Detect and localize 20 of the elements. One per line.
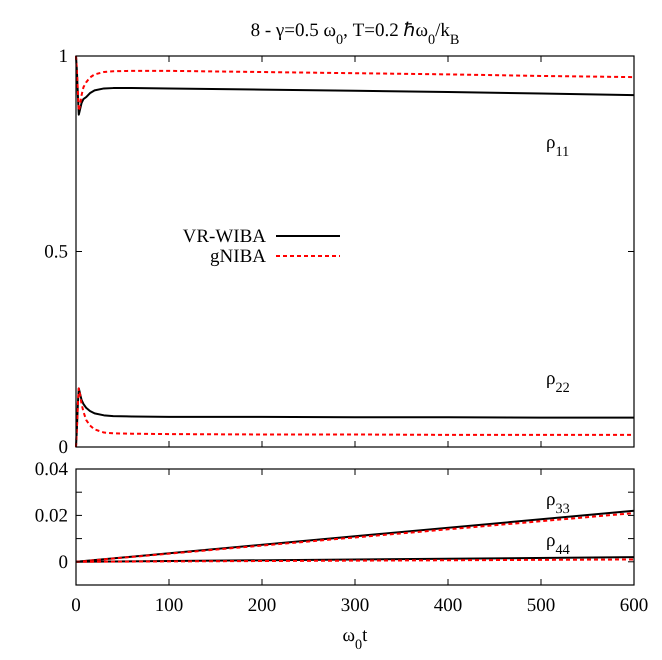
x-tick-label: 300: [340, 595, 370, 616]
y-tick-label: 0.02: [34, 505, 68, 526]
annotation: ρ$_{22}$: [546, 368, 570, 396]
annotation: ρ$_{44}$: [546, 530, 570, 558]
x-tick-label: 600: [620, 595, 648, 616]
chart-title: 8 - γ=0.5 ω$_{0}$, T=0.2 ℏω$_{0}$/k$_{B}$: [250, 20, 460, 48]
y-tick-label: 1: [58, 46, 68, 67]
x-tick-label: 400: [434, 595, 462, 616]
annotation: ρ$_{33}$: [546, 489, 570, 517]
y-tick-label: 0: [58, 552, 68, 573]
legend-label: VR-WIBA: [182, 226, 266, 247]
annotation: ρ$_{11}$: [546, 132, 570, 160]
y-tick-label: 0.5: [44, 242, 68, 262]
y-tick-label: 0: [58, 437, 68, 458]
x-tick-label: 100: [154, 595, 184, 616]
legend-label: gNIBA: [210, 246, 266, 267]
x-tick-label: 500: [526, 595, 556, 616]
y-tick-label: 0.04: [34, 459, 68, 480]
x-axis-title: ω$_{0}$t: [342, 625, 368, 653]
x-tick-label: 200: [248, 595, 276, 616]
